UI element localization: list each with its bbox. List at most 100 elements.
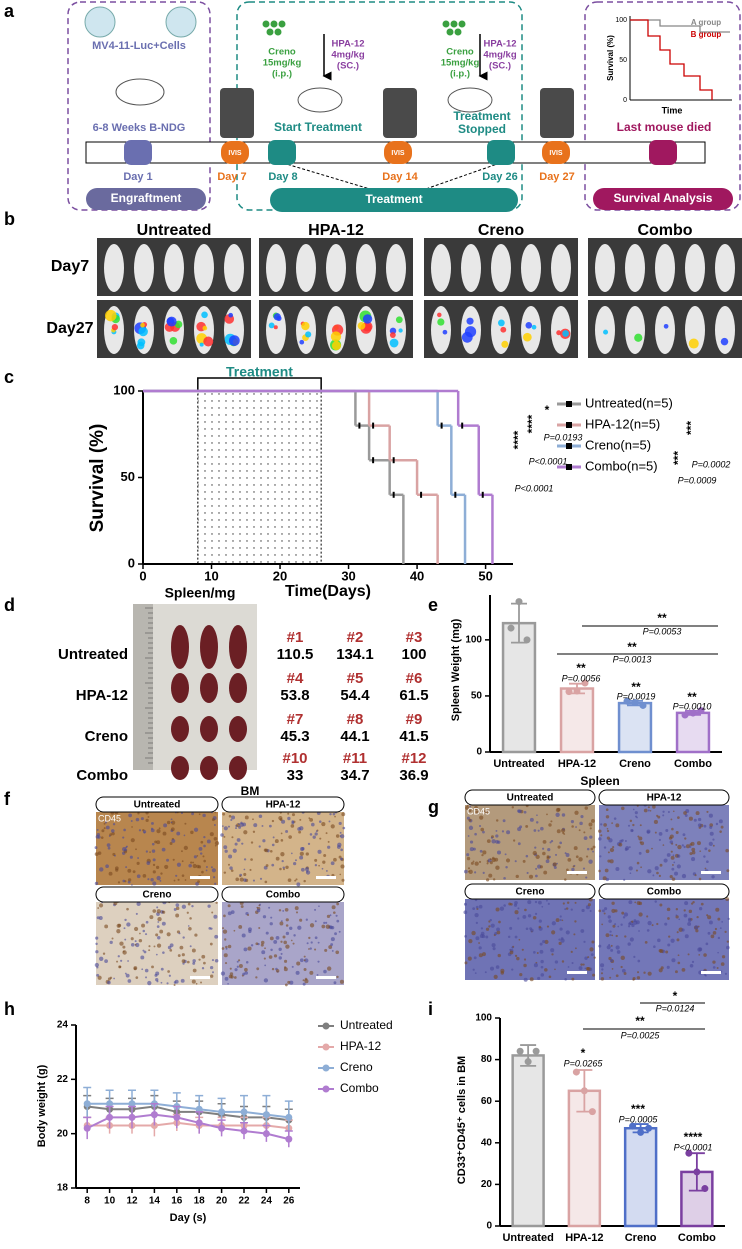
cell	[340, 848, 343, 852]
cell	[607, 915, 611, 919]
cell	[136, 901, 141, 907]
cell	[285, 865, 289, 870]
cell	[318, 864, 320, 867]
cell	[287, 816, 291, 821]
data-point	[516, 1047, 524, 1055]
dose-label: Creno	[268, 47, 296, 58]
cell	[608, 919, 612, 923]
cell	[604, 868, 609, 873]
cell	[666, 965, 670, 969]
cell	[227, 904, 231, 908]
cell	[706, 810, 709, 813]
cell	[511, 968, 514, 971]
cell	[158, 827, 161, 830]
cell	[323, 969, 327, 974]
cell	[620, 923, 623, 926]
cell	[523, 977, 528, 982]
cell	[488, 920, 491, 923]
data-point	[581, 679, 589, 687]
cell	[496, 850, 502, 855]
cell	[681, 844, 684, 847]
cell	[663, 858, 668, 863]
cell	[117, 923, 122, 928]
significance-stars: **	[627, 640, 637, 654]
cell	[296, 961, 301, 966]
cell	[675, 831, 679, 835]
cell	[142, 949, 145, 952]
cell	[303, 955, 306, 958]
cell	[332, 812, 336, 816]
cell	[698, 947, 703, 952]
cell	[611, 901, 615, 905]
mouse-icon	[297, 87, 343, 113]
label-pill	[598, 883, 730, 900]
cell	[227, 911, 232, 916]
cell	[611, 822, 613, 825]
cell	[615, 823, 620, 828]
cell	[130, 942, 135, 947]
bar	[501, 621, 537, 754]
group-label: Creno	[143, 890, 172, 901]
cell	[561, 813, 566, 817]
cell	[564, 878, 567, 881]
cell	[94, 846, 98, 850]
cell	[142, 874, 147, 878]
cell	[244, 971, 249, 975]
cell	[695, 929, 699, 933]
cell	[137, 857, 140, 859]
cell	[173, 908, 177, 911]
cell	[715, 822, 719, 826]
significance-stars: ***	[671, 451, 685, 465]
series-line	[87, 1121, 289, 1130]
cell	[156, 909, 161, 914]
cell	[607, 851, 610, 854]
p-value: P=0.0056	[562, 673, 601, 683]
cell	[546, 899, 548, 902]
legend-marker	[322, 1022, 330, 1030]
cell	[119, 941, 124, 946]
cell	[178, 932, 181, 935]
cell	[300, 867, 305, 872]
cell	[95, 936, 99, 940]
cell	[524, 908, 527, 912]
cell	[585, 876, 588, 879]
data-point	[693, 1168, 701, 1176]
cell	[200, 981, 203, 984]
cell	[109, 833, 113, 837]
cell	[472, 907, 476, 911]
cell	[148, 945, 151, 948]
cell	[224, 938, 227, 941]
cell	[523, 810, 527, 814]
ivis-machine	[383, 88, 417, 138]
row-label: Combo	[76, 767, 128, 784]
cell	[614, 923, 617, 926]
cell	[621, 911, 625, 915]
signal	[398, 328, 403, 333]
dose-label: (SC.)	[489, 61, 511, 72]
cell	[170, 818, 173, 821]
cell	[250, 858, 253, 861]
cell	[511, 946, 514, 949]
cell	[339, 857, 343, 861]
cell	[192, 968, 197, 973]
p-value: P=0.0009	[678, 475, 717, 485]
signal	[437, 312, 442, 318]
cell	[268, 955, 273, 959]
cell	[200, 840, 204, 844]
cell	[282, 866, 285, 869]
cell	[326, 966, 332, 971]
cell	[193, 855, 197, 859]
cell	[167, 945, 172, 950]
cell	[489, 966, 495, 971]
cell	[281, 920, 283, 922]
cell	[235, 827, 237, 830]
marker-label: CD45	[98, 813, 121, 823]
cell	[284, 959, 288, 963]
cell	[294, 879, 297, 882]
cell	[536, 814, 538, 817]
cell	[469, 847, 474, 852]
cell	[703, 953, 707, 957]
cell	[639, 824, 642, 827]
cell	[584, 956, 588, 960]
